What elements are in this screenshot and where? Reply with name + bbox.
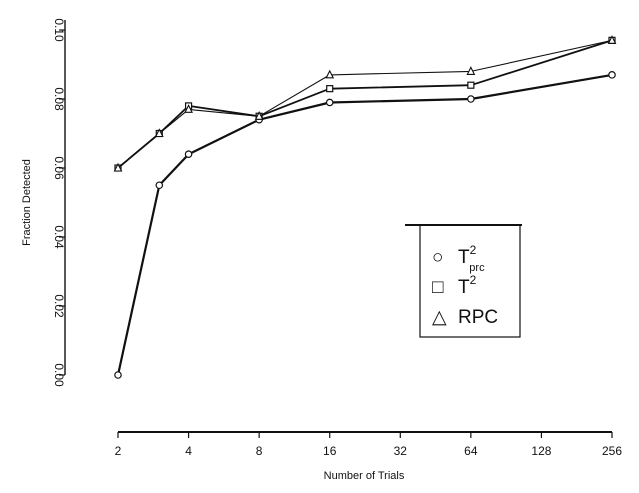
x-tick-label: 32 <box>394 444 408 458</box>
legend-label-tprc: T2 prc <box>458 243 485 274</box>
data-point-square <box>467 81 475 89</box>
series-line-circle <box>116 73 613 376</box>
data-point-triangle <box>113 162 123 172</box>
legend-label-t2-base: T <box>458 277 470 298</box>
y-tick-label: 0.06 <box>52 156 66 180</box>
legend-box <box>419 224 521 338</box>
y-axis-title: Fraction Detected <box>21 159 33 246</box>
legend-label-tprc-base: T <box>458 247 470 268</box>
data-point-circle <box>155 181 164 190</box>
data-point-circle <box>114 371 122 379</box>
data-point-triangle <box>325 69 335 79</box>
legend-marker-circle: ○ <box>432 247 443 268</box>
x-tick-label: 16 <box>323 444 337 458</box>
legend-label-tprc-sup: 2 <box>470 243 477 257</box>
legend-marker-triangle: △ <box>432 307 447 328</box>
data-point-square <box>326 85 334 93</box>
data-point-circle <box>608 71 616 79</box>
data-point-triangle <box>254 111 264 120</box>
legend-label-rpc: RPC <box>458 307 498 328</box>
data-point-triangle <box>154 128 164 138</box>
y-tick-label: 0.02 <box>52 294 66 318</box>
legend-marker-square: □ <box>432 277 444 298</box>
x-tick-label: 256 <box>602 444 622 458</box>
x-tick-label: 8 <box>256 444 263 458</box>
data-point-circle <box>184 150 193 159</box>
y-tick-label: 0.10 <box>52 18 66 42</box>
y-tick-label: 0.08 <box>52 87 66 111</box>
x-tick-label: 4 <box>185 444 192 458</box>
data-point-triangle <box>466 66 476 75</box>
x-axis-title: Number of Trials <box>324 470 405 482</box>
data-point-circle <box>467 95 475 103</box>
y-tick-label: 0.00 <box>52 363 66 387</box>
axes: 0.00 0.02 0.04 0.06 0.08 0.10 Fraction Detecte… <box>21 18 622 482</box>
legend-label-t2: T2 <box>458 273 477 298</box>
y-tick-label: 0.04 <box>52 225 66 249</box>
data-point-circle <box>325 98 334 107</box>
data-point-triangle <box>607 35 617 44</box>
x-tick-label: 2 <box>115 444 122 458</box>
legend-label-t2-sup: 2 <box>470 273 477 287</box>
legend-label-tprc-sub: prc <box>469 262 485 274</box>
x-tick-label: 128 <box>531 444 551 458</box>
series-layer <box>113 35 617 379</box>
x-tick-label: 64 <box>464 444 478 458</box>
legend: ○ T2 prc □ T2 △ RPC <box>405 224 522 338</box>
data-point-triangle <box>184 104 193 113</box>
